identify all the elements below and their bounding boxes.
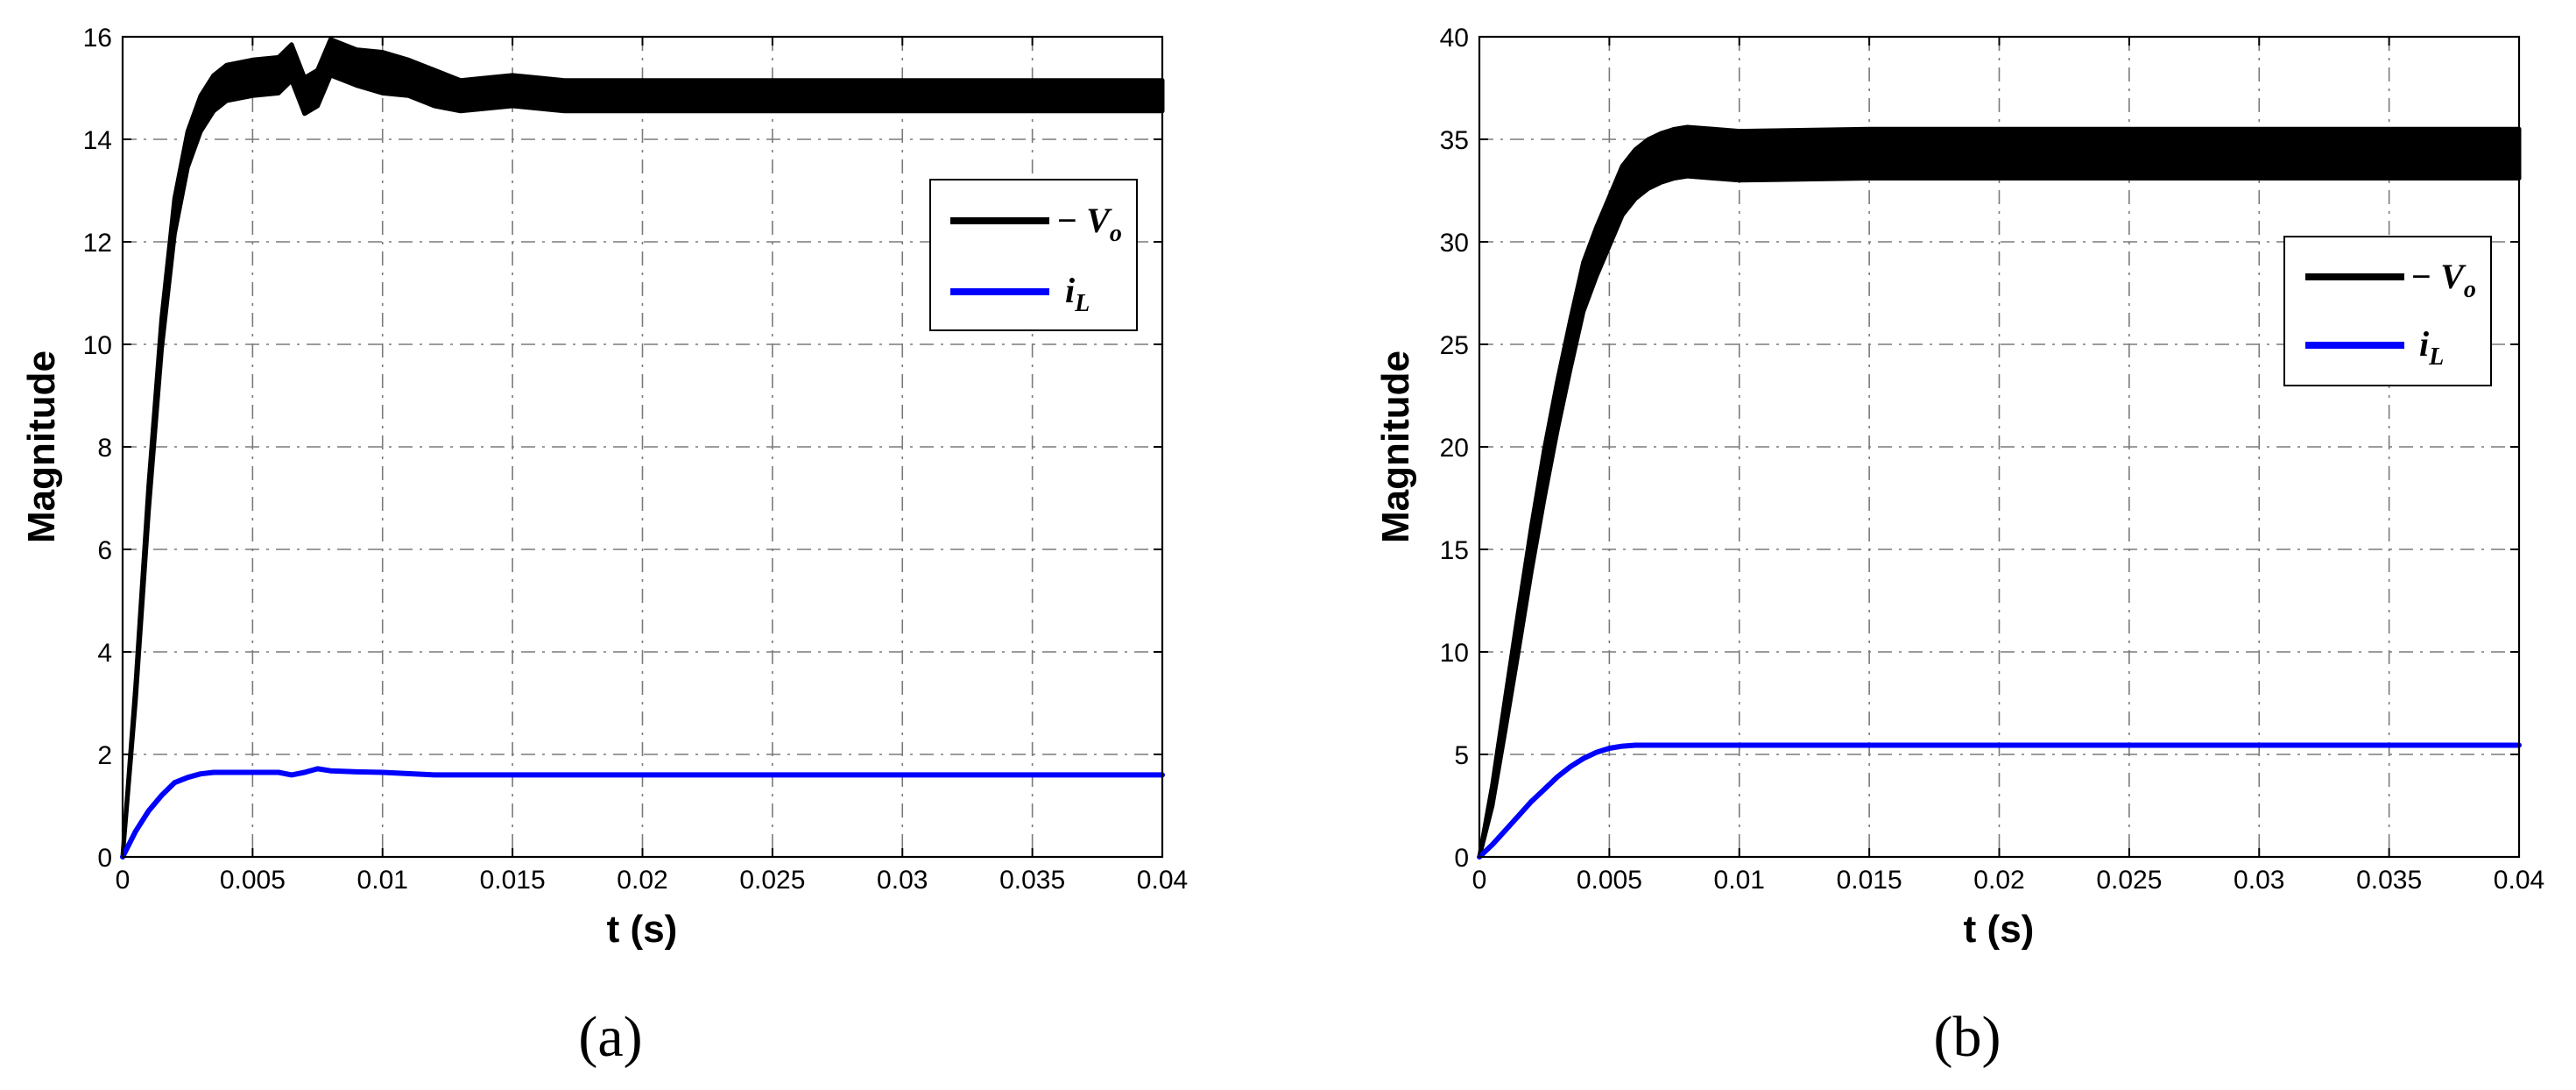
legend-label-il-a: iL xyxy=(1065,271,1090,317)
y-tick-label-b: 15 xyxy=(1440,536,1469,565)
x-tick-label-b: 0.005 xyxy=(1577,866,1642,895)
y-tick-label-a: 2 xyxy=(97,741,112,770)
x-tick-label-a: 0.025 xyxy=(739,866,805,895)
legend-box-b xyxy=(2283,236,2492,386)
y-tick-labels-a: 0 2 4 6 8 10 12 14 16 xyxy=(83,24,112,873)
plot-frame-b xyxy=(1478,35,2521,859)
y-tick-label-a: 4 xyxy=(97,639,112,668)
y-tick-label-b: 10 xyxy=(1440,639,1469,668)
y-tick-label-a: 12 xyxy=(83,229,112,258)
y-tick-label-a: 10 xyxy=(83,331,112,360)
x-tick-label-b: 0.025 xyxy=(2096,866,2162,895)
x-tick-label-a: 0.01 xyxy=(357,866,408,895)
chart-panel-b: 0 0.005 0.01 0.015 0.02 0.025 0.03 0.035 0.04 0 5… xyxy=(1374,24,2544,1069)
y-tick-label-b: 40 xyxy=(1440,24,1469,53)
legend-label-vo-main-b: − V xyxy=(2410,257,2467,296)
y-tick-labels-b: 0 5 10 15 20 25 30 35 40 xyxy=(1440,24,1469,873)
y-tick-label-b: 35 xyxy=(1440,126,1469,155)
y-tick-label-b: 25 xyxy=(1440,331,1469,360)
chart-panel-a: 0 0.005 0.01 0.015 0.02 0.025 0.03 0.035 0.04 0 2… xyxy=(20,24,1188,1069)
x-tick-label-b: 0.03 xyxy=(2234,866,2284,895)
x-tick-label-b: 0 xyxy=(1472,866,1487,895)
x-tick-label-b: 0.035 xyxy=(2356,866,2422,895)
y-tick-label-b: 20 xyxy=(1440,434,1469,463)
legend-b: − Vo iL xyxy=(2283,236,2492,386)
series-il-line-b xyxy=(1477,742,2522,860)
legend-label-vo-main-a: − V xyxy=(1056,201,1112,240)
x-tick-label-a: 0.015 xyxy=(480,866,546,895)
legend-label-vo-sub-b: o xyxy=(2464,276,2476,303)
legend-label-il-sub-a: L xyxy=(1074,290,1090,317)
legend-label-vo-sub-a: o xyxy=(1110,220,1122,247)
legend-label-vo-a: − Vo xyxy=(1056,201,1122,247)
y-tick-label-a: 14 xyxy=(83,126,112,155)
grid-a xyxy=(122,36,1163,858)
plot-frame-a xyxy=(121,35,1164,859)
legend-box-a xyxy=(929,179,1138,331)
y-tick-label-a: 6 xyxy=(97,536,112,565)
y-tick-label-a: 16 xyxy=(83,24,112,53)
x-tick-label-a: 0.005 xyxy=(220,866,286,895)
y-axis-label-a: Magnitude xyxy=(20,350,63,543)
x-tick-label-a: 0 xyxy=(116,866,131,895)
x-axis-label-a: t (s) xyxy=(607,908,678,951)
y-axis-label-b: Magnitude xyxy=(1374,350,1417,543)
legend-label-vo-b: − Vo xyxy=(2410,257,2476,303)
x-tick-label-b: 0.04 xyxy=(2494,866,2544,895)
y-tick-label-a: 0 xyxy=(97,844,112,873)
x-tick-label-a: 0.04 xyxy=(1137,866,1188,895)
x-tick-label-b: 0.015 xyxy=(1837,866,1902,895)
series-il-line-a xyxy=(120,766,1165,860)
y-tick-label-a: 8 xyxy=(97,434,112,463)
x-tick-label-a: 0.035 xyxy=(999,866,1065,895)
legend-label-il-main-b: i xyxy=(2419,324,2429,364)
x-axis-label-b: t (s) xyxy=(1964,908,2035,951)
x-tick-labels-b: 0 0.005 0.01 0.015 0.02 0.025 0.03 0.035 0.04 xyxy=(1472,866,2545,895)
y-tick-label-b: 0 xyxy=(1454,844,1469,873)
x-tick-label-b: 0.01 xyxy=(1714,866,1765,895)
caption-a: (a) xyxy=(578,1005,642,1069)
y-tick-label-b: 5 xyxy=(1454,741,1469,770)
legend-label-il-sub-b: L xyxy=(2428,343,2444,371)
legend-label-il-main-a: i xyxy=(1065,271,1075,310)
x-tick-label-a: 0.02 xyxy=(617,866,667,895)
legend-label-il-b: iL xyxy=(2419,324,2444,371)
x-tick-label-a: 0.03 xyxy=(877,866,928,895)
legend-a: − Vo iL xyxy=(929,179,1138,331)
caption-b: (b) xyxy=(1934,1005,2001,1069)
x-tick-label-b: 0.02 xyxy=(1973,866,2024,895)
x-tick-labels-a: 0 0.005 0.01 0.015 0.02 0.025 0.03 0.035 0.04 xyxy=(116,866,1189,895)
y-tick-label-b: 30 xyxy=(1440,229,1469,258)
